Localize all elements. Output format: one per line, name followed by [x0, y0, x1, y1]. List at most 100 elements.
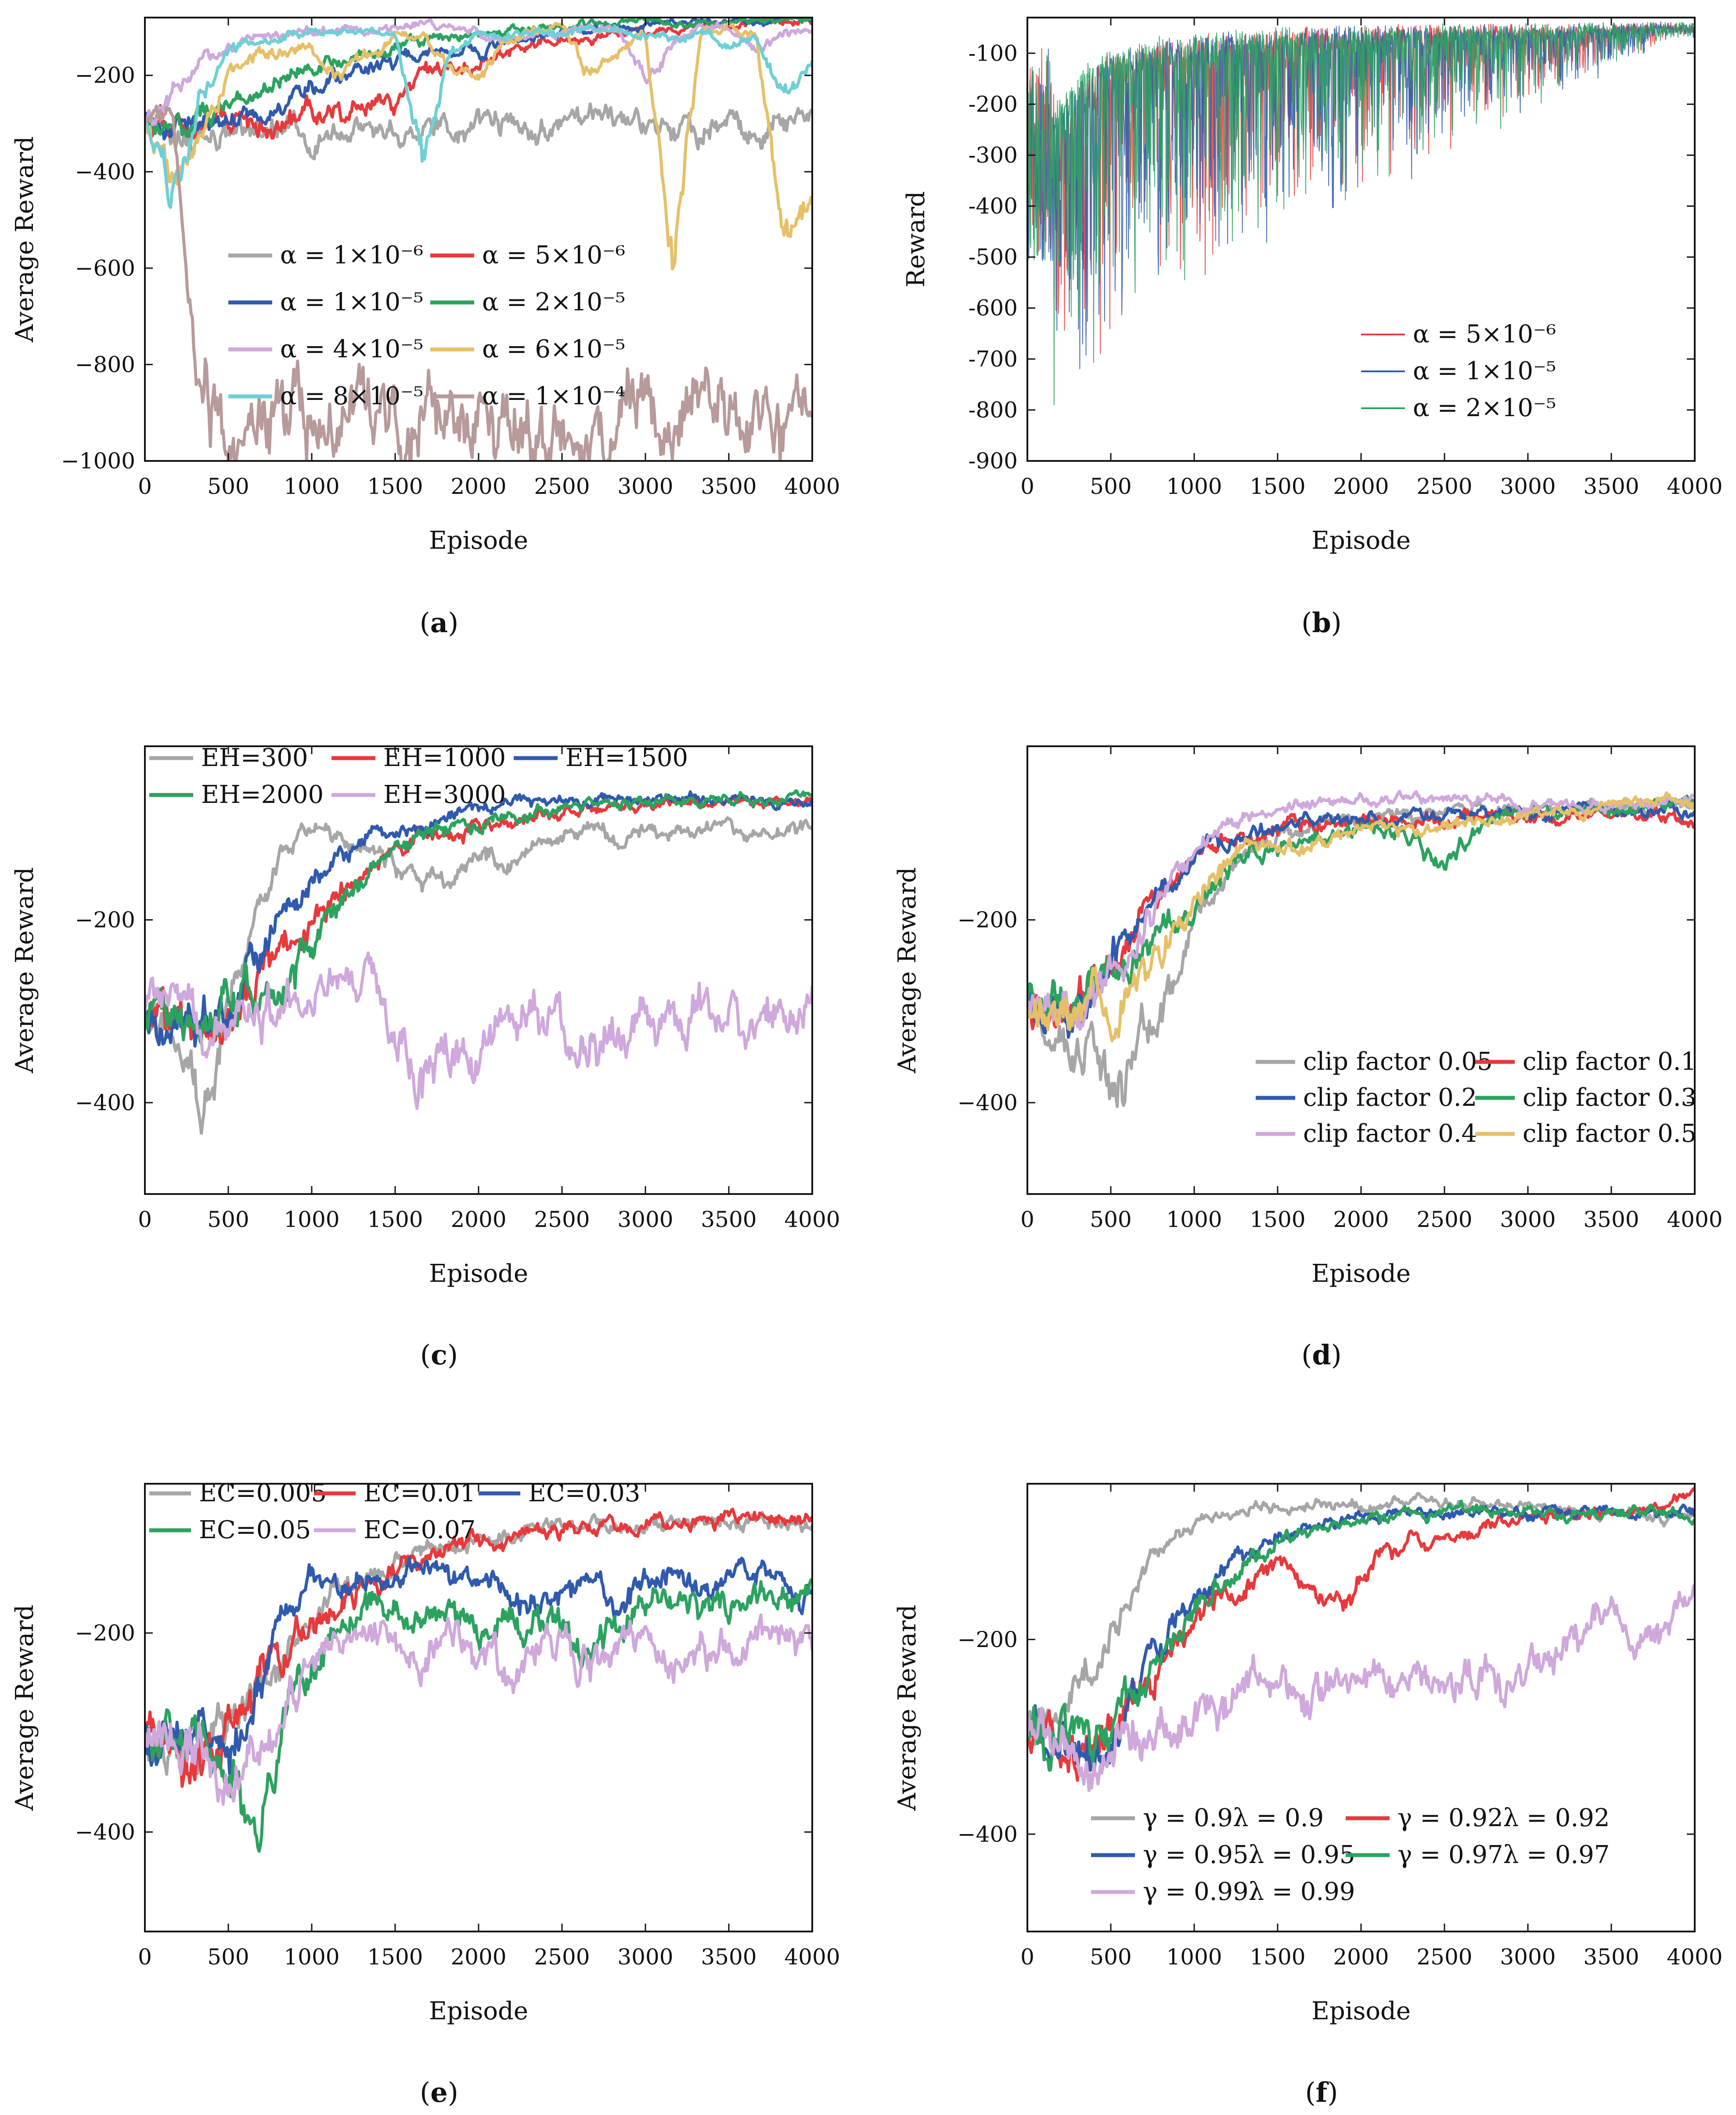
x-tick-label: 500 — [1090, 1944, 1131, 1970]
legend-entry: α = 6×10⁻⁵ — [482, 335, 625, 363]
y-tick-label: −200 — [958, 1627, 1018, 1652]
chart-b: 0 500 1000 1500 2000 2500 3000 3500 4000 -900 -800… — [902, 17, 1723, 639]
legend-entry: EC=0.07 — [364, 1516, 475, 1544]
y-tick-label: -900 — [969, 448, 1018, 474]
series-line-6 — [1027, 791, 1695, 1043]
subfigure-caption: (c) — [420, 1339, 458, 1371]
x-tick-label: 3500 — [1583, 1207, 1639, 1232]
x-tick-label: 3000 — [1500, 474, 1556, 499]
series-line-5 — [145, 1613, 812, 1806]
legend-entry: α = 5×10⁻⁶ — [1413, 320, 1556, 349]
series-line-4 — [145, 1578, 812, 1853]
subfigure-caption: (b) — [1301, 607, 1342, 639]
subfigure-caption: (d) — [1301, 1339, 1342, 1371]
y-axis-label: Reward — [902, 191, 930, 287]
x-tick-label: 1500 — [367, 1944, 423, 1970]
y-tick-label: -400 — [969, 194, 1018, 219]
x-tick-label: 0 — [1020, 474, 1034, 499]
x-axis-label: Episode — [1311, 1259, 1411, 1288]
x-tick-label: 2000 — [1333, 1207, 1389, 1232]
legend-entry: clip factor 0.1 — [1523, 1047, 1696, 1076]
legend-entry: EC=0.01 — [364, 1479, 475, 1507]
legend-entry: α = 5×10⁻⁶ — [482, 241, 625, 270]
chart-d: 0 500 1000 1500 2000 2500 3000 3500 4000 −400 −200… — [893, 745, 1723, 1371]
plot-area — [1027, 790, 1695, 1108]
legend: α = 5×10⁻⁶ α = 1×10⁻⁵ α = 2×10⁻⁵ — [1361, 320, 1556, 422]
x-tick-label: 1000 — [1166, 1207, 1222, 1232]
x-tick-label: 3000 — [1500, 1207, 1556, 1232]
legend-entry: clip factor 0.5 — [1523, 1119, 1696, 1148]
y-axis-label: Average Reward — [11, 867, 39, 1073]
y-tick-label: -600 — [969, 295, 1018, 321]
legend-entry: EH=1500 — [565, 744, 688, 772]
x-tick-label: 2000 — [450, 1944, 506, 1970]
x-tick-label: 1000 — [284, 474, 339, 499]
legend: γ = 0.9λ = 0.9 γ = 0.92λ = 0.92 γ = 0.95λ … — [1091, 1804, 1610, 1906]
plot-area — [1027, 21, 1695, 406]
series-line-7 — [145, 24, 812, 209]
subfigure-caption: (e) — [420, 2076, 458, 2108]
legend-entry: α = 1×10⁻⁵ — [1413, 357, 1556, 385]
x-tick-label: 4000 — [1667, 1944, 1722, 1970]
x-tick-label: 2500 — [1416, 1207, 1472, 1232]
series-line-1 — [145, 816, 812, 1135]
y-axis-label: Average Reward — [11, 1604, 39, 1811]
y-tick-label: -500 — [969, 245, 1018, 270]
y-tick-label: -800 — [969, 397, 1018, 423]
legend-entry: clip factor 0.2 — [1303, 1083, 1477, 1112]
y-tick-label: −1000 — [61, 448, 135, 474]
series-line-3 — [145, 1556, 812, 1775]
subfigure-caption: (f) — [1305, 2076, 1338, 2108]
series-line-3 — [145, 790, 812, 1048]
x-tick-label: 1500 — [367, 474, 423, 499]
y-tick-label: −400 — [958, 1821, 1018, 1847]
x-tick-label: 2500 — [534, 1944, 590, 1970]
legend-entry: clip factor 0.4 — [1303, 1119, 1477, 1148]
subfigure-caption: (a) — [420, 607, 459, 639]
legend-entry: α = 1×10⁻⁵ — [280, 288, 423, 317]
x-tick-label: 3500 — [1583, 474, 1639, 499]
legend-entry: EC=0.005 — [199, 1479, 327, 1507]
y-axis-label: Average Reward — [11, 136, 39, 342]
series-line-5 — [1027, 1584, 1695, 1792]
x-axis-label: Episode — [1311, 526, 1411, 555]
x-tick-label: 3000 — [1500, 1944, 1556, 1970]
y-axis-label: Average Reward — [893, 867, 922, 1073]
x-tick-label: 2000 — [450, 474, 506, 499]
legend: EC=0.005 EC=0.01 EC=0.03 EC=0.05 EC=0.07 — [149, 1479, 640, 1544]
x-tick-label: 3500 — [701, 474, 756, 499]
y-axis-label: Average Reward — [893, 1604, 922, 1811]
x-tick-label: 2000 — [450, 1207, 506, 1232]
x-tick-label: 3000 — [617, 474, 673, 499]
x-tick-label: 4000 — [1667, 1207, 1722, 1232]
legend-entry: α = 2×10⁻⁵ — [1413, 394, 1556, 422]
y-tick-label: −400 — [75, 159, 135, 184]
legend-entry: α = 2×10⁻⁵ — [482, 288, 625, 317]
y-tick-label: −600 — [75, 255, 135, 281]
x-tick-label: 4000 — [784, 1207, 840, 1232]
y-tick-label: −400 — [958, 1090, 1018, 1115]
x-tick-label: 1000 — [1166, 474, 1222, 499]
plot-area — [1027, 1487, 1695, 1792]
x-tick-label: 1500 — [367, 1207, 423, 1232]
x-tick-label: 0 — [1020, 1207, 1034, 1232]
x-tick-label: 500 — [1090, 474, 1131, 499]
x-tick-label: 4000 — [784, 1944, 840, 1970]
x-tick-label: 1000 — [1166, 1944, 1222, 1970]
series-line-8 — [145, 104, 812, 461]
legend-entry: α = 8×10⁻⁵ — [280, 382, 423, 410]
legend: α = 1×10⁻⁶ α = 5×10⁻⁶ α = 1×10⁻⁵ α = 2×10⁻⁵… — [228, 241, 625, 410]
y-tick-label: −400 — [75, 1819, 135, 1845]
y-tick-label: -100 — [969, 40, 1018, 66]
legend-entry: γ = 0.97λ = 0.97 — [1397, 1841, 1610, 1869]
y-tick-label: −200 — [958, 907, 1018, 933]
x-tick-label: 0 — [138, 1207, 152, 1232]
x-tick-label: 0 — [138, 474, 152, 499]
legend-entry: γ = 0.95λ = 0.95 — [1143, 1841, 1355, 1869]
legend-entry: EH=1000 — [383, 744, 506, 772]
x-tick-label: 500 — [207, 474, 249, 499]
x-tick-label: 2500 — [1416, 1944, 1472, 1970]
y-tick-label: −200 — [75, 1620, 135, 1646]
x-tick-label: 3000 — [617, 1207, 673, 1232]
y-tick-label: −400 — [75, 1090, 135, 1115]
